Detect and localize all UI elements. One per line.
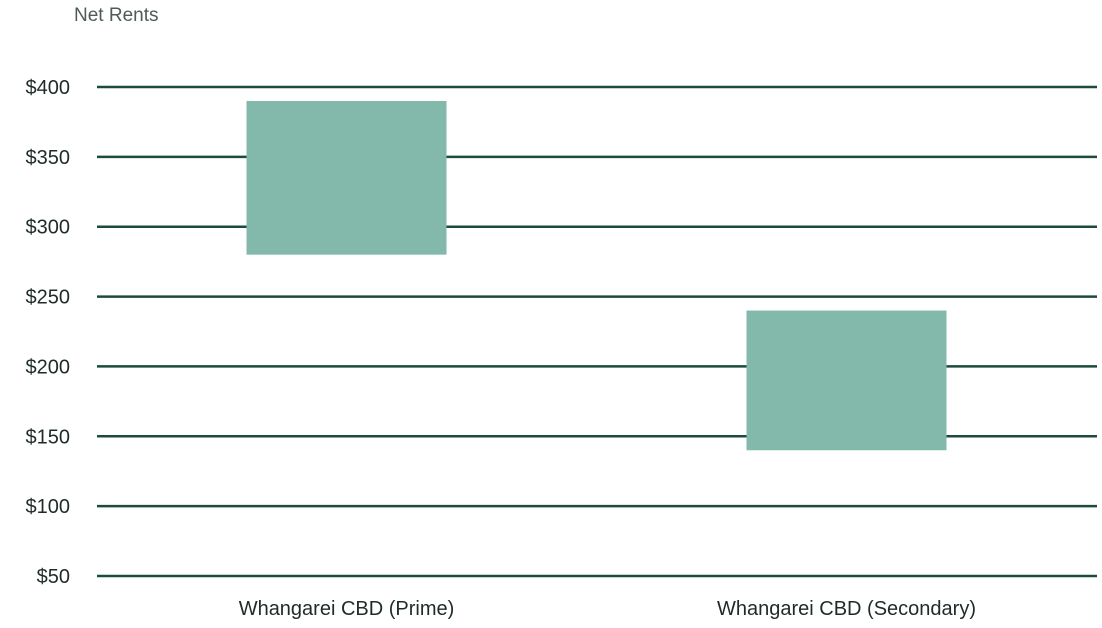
range-bar xyxy=(746,310,947,451)
y-tick-label: $50 xyxy=(37,566,70,588)
range-bar xyxy=(246,100,447,255)
y-tick-label: $150 xyxy=(26,426,71,448)
y-axis-title: Net Rents xyxy=(74,5,159,26)
x-category-label: Whangarei CBD (Prime) xyxy=(239,598,455,620)
y-tick-label: $200 xyxy=(26,356,71,378)
y-tick-label: $400 xyxy=(26,77,71,99)
y-tick-label: $350 xyxy=(26,147,71,169)
y-tick-label: $100 xyxy=(26,496,71,518)
x-category-label: Whangarei CBD (Secondary) xyxy=(717,598,976,620)
y-tick-label: $250 xyxy=(26,287,71,309)
y-tick-label: $300 xyxy=(26,217,71,239)
